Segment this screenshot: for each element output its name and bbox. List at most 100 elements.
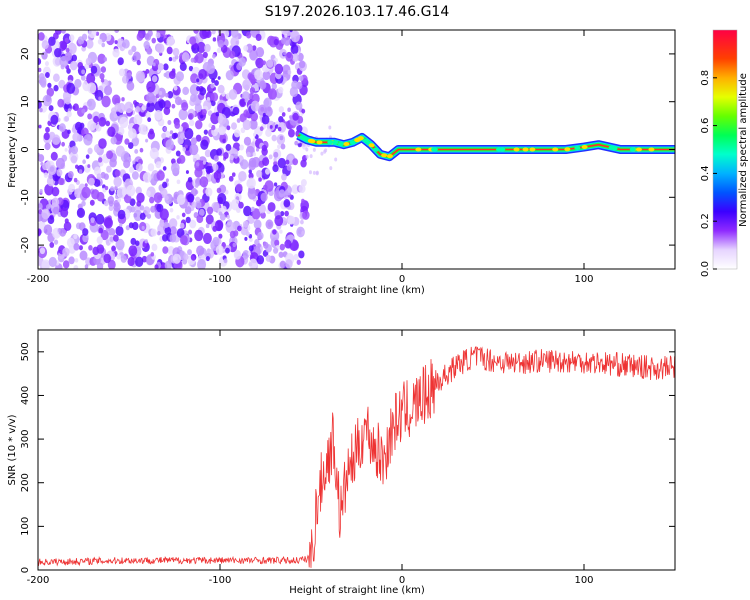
snr-y-tick-label: 500 <box>20 342 31 361</box>
noise-speckle-dot <box>69 60 78 71</box>
spectrogram-y-label: Frequency (Hz) <box>7 112 18 188</box>
snr-y-ticks: 0 100 200 300 400 500 <box>20 342 675 573</box>
noise-speckle-dot <box>88 177 95 186</box>
noise-speckle-dot <box>62 260 70 269</box>
noise-speckle-dot <box>286 164 292 171</box>
noise-speckle-dot <box>261 114 270 125</box>
noise-speckle-dot <box>45 71 50 78</box>
noise-speckle-dot <box>212 236 220 246</box>
noise-speckle-dot <box>243 205 252 217</box>
noise-speckle-dot <box>141 225 145 230</box>
noise-speckle-dot <box>90 65 98 74</box>
noise-speckle-dot <box>124 101 134 114</box>
noise-speckle-dot <box>41 259 51 269</box>
noise-speckle-dot <box>292 158 299 166</box>
noise-speckle-dot <box>249 119 258 130</box>
noise-speckle-dot <box>146 213 152 219</box>
noise-speckle-dot <box>261 144 267 152</box>
noise-speckle-dot <box>215 219 224 231</box>
noise-speckle-dot <box>45 204 51 210</box>
noise-speckle-dot <box>143 206 151 215</box>
noise-speckle-dot <box>54 47 62 58</box>
noise-speckle-dot <box>38 32 45 41</box>
signal-track-blob <box>581 145 588 150</box>
noise-speckle-dot <box>217 76 221 80</box>
noise-speckle-dot <box>211 201 220 213</box>
noise-speckle-dot <box>320 151 324 156</box>
noise-speckle-dot <box>301 108 306 114</box>
noise-speckle-dot <box>73 177 78 183</box>
noise-speckle-dot <box>196 86 201 92</box>
noise-speckle-dot <box>64 147 68 152</box>
noise-speckle-dot <box>182 146 187 152</box>
noise-speckle-dot <box>251 206 255 212</box>
noise-speckle-dot <box>39 188 43 194</box>
noise-speckle-dot <box>158 161 162 166</box>
noise-speckle-dot <box>258 204 267 214</box>
noise-speckle-dot <box>187 193 195 203</box>
noise-speckle-dot <box>150 205 156 213</box>
noise-speckle-dot <box>216 47 222 54</box>
noise-speckle-dot <box>216 187 222 194</box>
noise-speckle-dot <box>113 234 119 242</box>
noise-speckle-dot <box>41 40 49 50</box>
noise-speckle-dot <box>133 100 138 106</box>
noise-speckle-dot <box>271 134 277 142</box>
noise-speckle-dot <box>115 238 125 251</box>
noise-speckle-dot <box>217 113 227 125</box>
noise-speckle-dot <box>66 237 75 248</box>
noise-speckle-dot <box>287 107 291 113</box>
noise-speckle-dot <box>171 103 176 109</box>
noise-speckle-dot <box>298 60 306 69</box>
noise-speckle-dot <box>216 148 223 156</box>
noise-speckle-dot <box>103 200 109 207</box>
noise-speckle-dot <box>208 165 214 173</box>
noise-speckle-dot <box>208 123 213 128</box>
noise-speckle-dot <box>297 229 303 235</box>
noise-speckle-dot <box>219 213 226 221</box>
noise-speckle-dot <box>81 69 86 75</box>
noise-speckle-dot <box>257 243 261 248</box>
noise-speckle-dot <box>212 53 216 59</box>
noise-speckle-dot <box>189 219 197 229</box>
noise-speckle-dot <box>245 43 254 53</box>
noise-speckle-dot <box>205 255 210 262</box>
noise-speckle-dot <box>260 211 266 219</box>
noise-speckle-dot <box>195 120 203 130</box>
snr-y-tick-label: 300 <box>20 430 31 449</box>
noise-speckle-dot <box>179 222 185 229</box>
noise-speckle-dot <box>98 117 107 127</box>
colorbar-frame <box>712 29 738 270</box>
noise-speckle-dot <box>99 73 105 80</box>
noise-speckle-dot <box>126 81 135 91</box>
noise-speckle-dot <box>162 246 169 254</box>
noise-speckle-dot <box>248 172 254 180</box>
noise-speckle-dot <box>87 82 97 94</box>
noise-speckle-dot <box>218 126 226 136</box>
signal-track-blob <box>608 145 615 150</box>
noise-speckle-dot <box>63 221 72 232</box>
noise-speckle-dot <box>262 157 270 167</box>
noise-speckle-dot <box>43 224 53 236</box>
noise-speckle-dot <box>179 62 187 72</box>
noise-speckle-dot <box>78 245 83 251</box>
noise-speckle <box>38 30 339 269</box>
spectrogram-x-label: Height of straight line (km) <box>289 285 425 296</box>
noise-speckle-dot <box>111 107 117 114</box>
noise-speckle-dot <box>256 87 260 92</box>
noise-speckle-dot <box>152 62 156 67</box>
noise-speckle-dot <box>128 245 138 257</box>
noise-speckle-dot <box>329 166 333 171</box>
noise-speckle-dot <box>154 110 163 121</box>
noise-speckle-dot <box>39 247 46 255</box>
noise-speckle-dot <box>195 201 202 209</box>
noise-speckle-dot <box>259 80 267 90</box>
noise-speckle-dot <box>173 85 178 91</box>
noise-speckle-dot <box>145 138 149 143</box>
noise-speckle-dot <box>273 151 279 158</box>
noise-speckle-dot <box>165 178 169 183</box>
noise-speckle-dot <box>97 53 106 65</box>
colorbar-label: Normalized spectral amplitude <box>738 73 749 227</box>
noise-speckle-dot <box>47 215 55 225</box>
